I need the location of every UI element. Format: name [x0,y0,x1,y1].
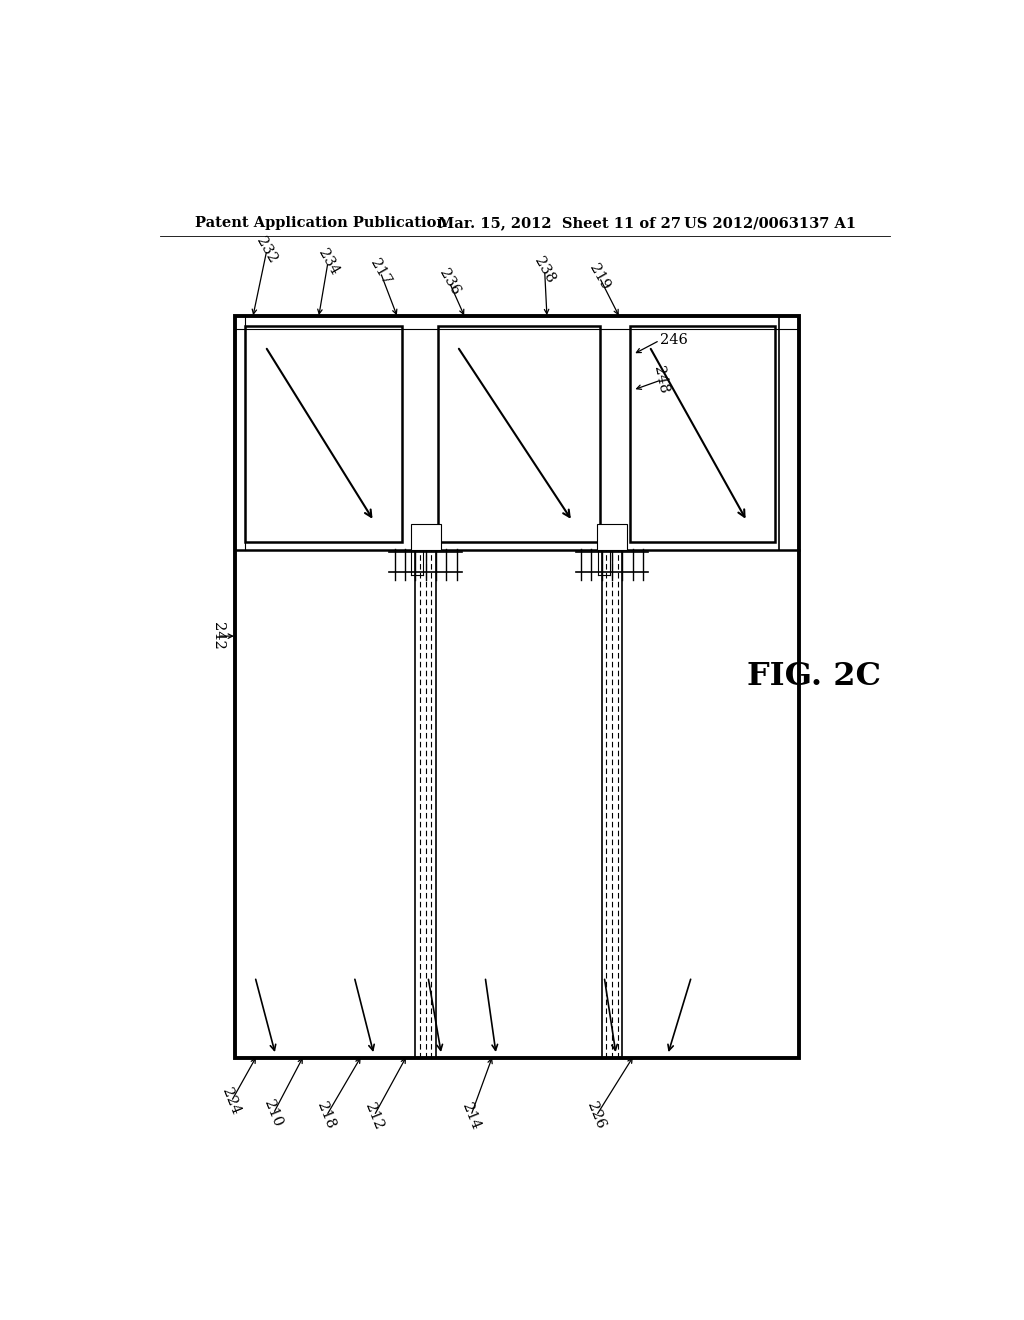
Text: 242: 242 [211,622,224,649]
Bar [437,326,600,541]
Text: 218: 218 [314,1101,338,1131]
Text: 232: 232 [254,235,280,265]
Bar [597,524,627,549]
Text: 248: 248 [651,364,671,395]
Text: 246: 246 [659,334,687,347]
Bar [411,524,440,549]
Bar [246,326,401,541]
Text: 224: 224 [219,1086,243,1117]
Text: 210: 210 [261,1098,285,1130]
Text: US 2012/0063137 A1: US 2012/0063137 A1 [684,216,856,231]
Text: 226: 226 [585,1101,608,1131]
Text: FIG. 2C: FIG. 2C [748,661,881,692]
Text: 214: 214 [459,1101,482,1131]
Text: Patent Application Publication: Patent Application Publication [196,216,447,231]
Text: 212: 212 [362,1101,386,1131]
Text: Mar. 15, 2012  Sheet 11 of 27: Mar. 15, 2012 Sheet 11 of 27 [437,216,681,231]
Bar [630,326,775,541]
Text: 238: 238 [531,255,558,286]
Text: 234: 234 [315,247,341,277]
Text: 219: 219 [587,261,612,293]
Text: 217: 217 [368,257,393,288]
Text: 236: 236 [436,267,463,298]
Bar [236,315,799,1057]
